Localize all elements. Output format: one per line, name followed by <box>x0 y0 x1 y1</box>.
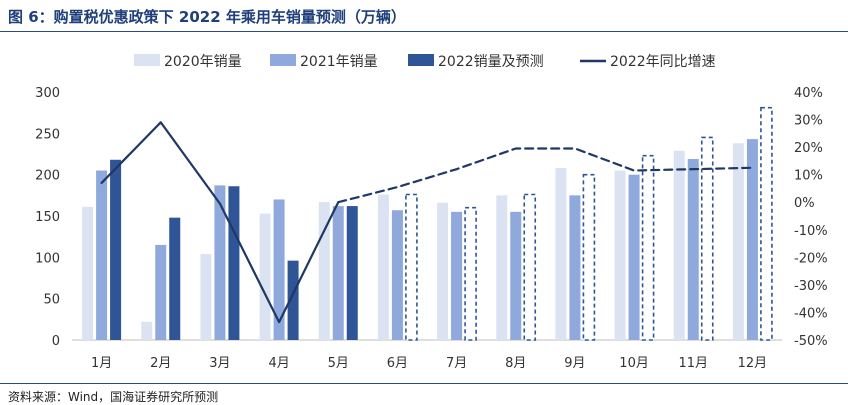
right-tick-label: 30% <box>794 114 823 129</box>
yoy-line-forecast <box>337 147 754 204</box>
bar <box>687 158 699 340</box>
x-tick-label: 9月 <box>564 356 585 371</box>
chart-title: 图 6：购置税优惠政策下 2022 年乘用车销量预测（万辆） <box>8 8 406 26</box>
bar <box>169 217 181 340</box>
right-tick-label: -50% <box>794 334 828 349</box>
right-tick-label: -30% <box>794 279 828 294</box>
chart-canvas: 2020年销量 2021年销量 2022销量及预测 2022年同比增速 0 50 100 1… <box>35 54 828 371</box>
bar <box>391 210 403 340</box>
bar <box>569 195 581 340</box>
bar <box>141 321 153 340</box>
bar <box>437 202 449 340</box>
legend-label: 2022年同比增速 <box>610 54 716 70</box>
bar <box>287 260 299 340</box>
forecast-bar <box>641 154 655 341</box>
bar <box>673 150 685 340</box>
forecast-bar <box>760 106 773 341</box>
source-divider <box>0 383 848 384</box>
bar <box>155 244 167 340</box>
bar <box>496 195 508 340</box>
legend-swatch <box>134 54 160 66</box>
bar <box>318 201 330 340</box>
x-tick-label: 5月 <box>328 356 349 371</box>
axes: 0 50 100 150 200 250 300 -50% -40% -30% -20% -10% 0%… <box>35 86 827 349</box>
left-tick-label: 0 <box>52 334 60 349</box>
line-layer <box>100 121 754 324</box>
x-tick-label: 10月 <box>619 356 649 371</box>
bar <box>82 206 94 340</box>
x-tick-label: 7月 <box>446 356 467 371</box>
bar <box>510 211 522 340</box>
bar <box>628 174 640 340</box>
left-tick-label: 150 <box>35 210 60 225</box>
bar <box>555 168 567 340</box>
legend-label: 2022销量及预测 <box>438 54 544 70</box>
forecast-bar <box>405 193 418 341</box>
x-tick-label: 8月 <box>505 356 526 371</box>
left-tick-label: 200 <box>35 169 60 184</box>
right-tick-label: -20% <box>794 251 828 266</box>
legend-swatch <box>270 54 296 66</box>
right-tick-label: 20% <box>794 141 823 156</box>
legend: 2020年销量 2021年销量 2022销量及预测 2022年同比增速 <box>134 54 716 70</box>
bar <box>96 170 108 340</box>
bars-layer <box>82 106 773 341</box>
bar <box>110 159 122 340</box>
bar <box>377 194 389 340</box>
yoy-line-actual <box>100 121 340 324</box>
bar <box>332 206 344 340</box>
legend-label: 2021年销量 <box>300 54 378 70</box>
forecast-bar <box>464 206 477 341</box>
x-tick-label: 6月 <box>387 356 408 371</box>
x-tick-label: 3月 <box>209 356 230 371</box>
left-tick-label: 50 <box>43 293 60 308</box>
bar <box>451 211 463 340</box>
x-tick-label: 1月 <box>91 356 112 371</box>
bar <box>732 143 744 340</box>
x-tick-label: 11月 <box>678 356 708 371</box>
right-tick-label: 0% <box>794 196 815 211</box>
left-tick-label: 250 <box>35 127 60 142</box>
bar <box>200 254 212 340</box>
left-tick-label: 100 <box>35 251 60 266</box>
legend-label: 2020年销量 <box>164 54 242 70</box>
bar <box>346 206 358 340</box>
right-tick-label: 10% <box>794 169 823 184</box>
right-tick-label: -10% <box>794 224 828 239</box>
legend-swatch <box>408 54 434 66</box>
forecast-bar <box>523 193 537 341</box>
bar <box>214 185 226 340</box>
title-divider <box>0 31 848 32</box>
bar <box>228 186 240 340</box>
labels-layer: 1月 2月 3月 4月 5月 6月 7月 8月 9月 10月 11月 12月 <box>91 356 767 371</box>
right-tick-label: 40% <box>794 86 823 101</box>
bar <box>746 139 758 340</box>
bar <box>273 199 285 340</box>
left-tick-label: 300 <box>35 86 60 101</box>
bar <box>614 170 626 340</box>
x-tick-label: 4月 <box>268 356 289 371</box>
x-tick-label: 2月 <box>150 356 171 371</box>
forecast-bar <box>582 173 596 341</box>
x-tick-label: 12月 <box>738 356 768 371</box>
bar <box>259 213 271 340</box>
forecast-bar <box>700 136 714 341</box>
right-tick-label: -40% <box>794 306 828 321</box>
source-note: 资料来源：Wind，国海证券研究所预测 <box>8 390 219 404</box>
